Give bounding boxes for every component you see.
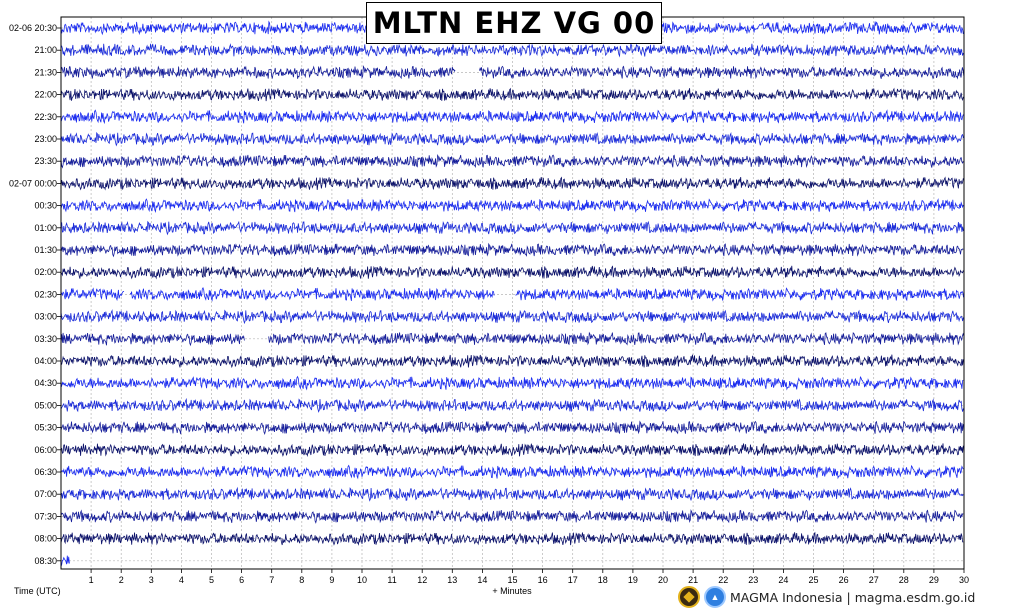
seismic-trace: [60, 65, 456, 80]
seismic-trace: [60, 420, 964, 436]
row-time-label: 08:00: [34, 534, 57, 544]
x-tick-label: 13: [447, 575, 457, 585]
x-tick-label: 21: [688, 575, 698, 585]
x-axis-title: + Minutes: [492, 586, 532, 596]
x-tick-labels: 1 2 3 4 5 6 7 8 9 10 11 12 13 14 15 16 17 18 19 20 21 22 23 24 2…: [89, 569, 969, 585]
x-tick-label: 5: [209, 575, 214, 585]
row-time-label: 22:30: [34, 112, 57, 122]
x-tick-label: 8: [299, 575, 304, 585]
seismic-trace: [60, 43, 964, 58]
seismic-trace: [60, 242, 964, 258]
seismic-trace: [60, 509, 964, 524]
x-tick-label: 26: [839, 575, 849, 585]
row-time-label: 21:00: [34, 45, 57, 55]
row-time-label: 04:00: [34, 356, 57, 366]
x-tick-label: 3: [149, 575, 154, 585]
seismic-trace: [60, 176, 964, 191]
y-axis-title: Time (UTC): [14, 586, 61, 596]
x-tick-label: 24: [778, 575, 788, 585]
x-tick-label: 25: [808, 575, 818, 585]
x-tick-label: 23: [748, 575, 758, 585]
x-tick-label: 2: [119, 575, 124, 585]
row-time-label: 05:00: [34, 400, 57, 410]
magma-logo-icon: [704, 586, 726, 608]
row-time-label: 07:30: [34, 511, 57, 521]
x-tick-label: 9: [329, 575, 334, 585]
seismic-trace: [268, 331, 965, 346]
row-time-label: 22:00: [34, 90, 57, 100]
x-tick-label: 19: [628, 575, 638, 585]
seismic-trace: [60, 87, 964, 102]
x-tick-label: 6: [239, 575, 244, 585]
x-tick-label: 27: [869, 575, 879, 585]
x-tick-label: 14: [477, 575, 487, 585]
seismic-trace: [129, 287, 495, 302]
seismic-trace: [60, 287, 125, 302]
seismic-trace: [60, 153, 964, 169]
x-tick-label: 16: [538, 575, 548, 585]
row-time-labels: 02-06 20:30 21:00 21:30 22:00 22:30 23:00 23:3…: [9, 23, 61, 566]
x-tick-label: 15: [507, 575, 517, 585]
row-time-label: 21:30: [34, 67, 57, 77]
row-time-label: 01:30: [34, 245, 57, 255]
seismic-trace: [515, 287, 964, 302]
seismic-trace: [60, 265, 964, 280]
x-tick-label: 28: [899, 575, 909, 585]
row-time-label: 07:00: [34, 489, 57, 499]
row-time-label: 02-06 20:30: [9, 23, 57, 33]
row-time-label: 06:00: [34, 445, 57, 455]
x-tick-label: 18: [598, 575, 608, 585]
seismic-trace: [60, 531, 964, 546]
row-time-label: 01:00: [34, 223, 57, 233]
seismic-trace: [60, 354, 964, 369]
esdm-logo-icon: [678, 586, 700, 608]
row-time-label: 02:00: [34, 267, 57, 277]
x-tick-label: 30: [959, 575, 969, 585]
seismic-trace: [60, 198, 964, 213]
x-tick-label: 22: [718, 575, 728, 585]
footer-branding: MAGMA Indonesia | magma.esdm.go.id: [676, 586, 1006, 610]
chart-title: MLTN EHZ VG 00: [366, 2, 662, 44]
seismic-trace: [60, 486, 964, 502]
seismic-trace: [60, 555, 70, 566]
row-time-label: 04:30: [34, 378, 57, 388]
row-time-label: 05:30: [34, 423, 57, 433]
seismic-trace: [60, 464, 964, 480]
row-time-label: 02:30: [34, 289, 57, 299]
seismic-trace: [479, 65, 965, 80]
footer-text: MAGMA Indonesia | magma.esdm.go.id: [730, 590, 976, 605]
seismic-trace: [60, 397, 964, 413]
row-time-label: 23:00: [34, 134, 57, 144]
x-tick-label: 17: [568, 575, 578, 585]
x-tick-label: 1: [89, 575, 94, 585]
x-tick-label: 10: [357, 575, 367, 585]
row-time-label: 23:30: [34, 156, 57, 166]
row-time-label: 02-07 00:00: [9, 178, 57, 188]
x-tick-label: 11: [387, 575, 396, 585]
x-tick-label: 4: [179, 575, 184, 585]
seismic-trace: [60, 131, 964, 147]
seismic-trace: [60, 375, 964, 391]
x-tick-label: 29: [929, 575, 939, 585]
row-time-label: 08:30: [34, 556, 57, 566]
row-time-label: 06:30: [34, 467, 57, 477]
seismic-trace: [60, 442, 964, 458]
row-time-label: 03:30: [34, 334, 57, 344]
seismic-trace: [60, 220, 964, 236]
x-tick-label: 7: [269, 575, 274, 585]
row-time-label: 00:30: [34, 201, 57, 211]
row-time-label: 03:00: [34, 312, 57, 322]
seismic-trace: [60, 332, 245, 347]
seismic-trace: [60, 109, 964, 125]
x-tick-label: 12: [417, 575, 427, 585]
x-tick-label: 20: [658, 575, 668, 585]
seismic-trace: [60, 309, 964, 325]
